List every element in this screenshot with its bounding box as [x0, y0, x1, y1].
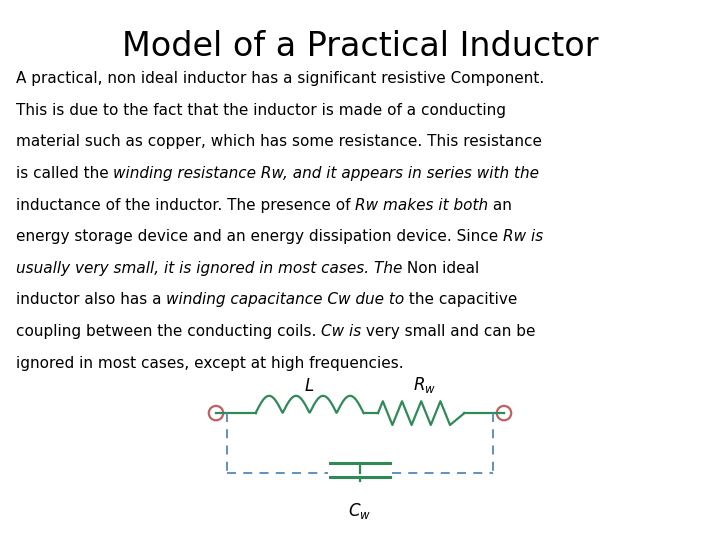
- Text: ignored in most cases, except at high frequencies.: ignored in most cases, except at high fr…: [16, 356, 403, 370]
- Text: coupling between the conducting coils.: coupling between the conducting coils.: [16, 324, 321, 339]
- Text: winding resistance Rw, and it appears in series with the: winding resistance Rw, and it appears in…: [114, 166, 539, 181]
- Text: very small and can be: very small and can be: [361, 324, 536, 339]
- Text: inductor also has a: inductor also has a: [16, 293, 166, 307]
- Text: is called the: is called the: [16, 166, 114, 181]
- Text: material such as copper, which has some resistance. This resistance: material such as copper, which has some …: [16, 134, 542, 150]
- Text: A practical, non ideal inductor has a significant resistive Component.: A practical, non ideal inductor has a si…: [16, 71, 544, 86]
- Text: This is due to the fact that the inductor is made of a conducting: This is due to the fact that the inducto…: [16, 103, 506, 118]
- Text: Rw makes it both: Rw makes it both: [355, 198, 488, 213]
- Text: usually very small, it is ignored in most cases. The: usually very small, it is ignored in mos…: [16, 261, 402, 276]
- Text: an: an: [488, 198, 512, 213]
- Text: Non ideal: Non ideal: [402, 261, 480, 276]
- Text: $C_w$: $C_w$: [348, 501, 372, 521]
- Text: winding capacitance Cw due to: winding capacitance Cw due to: [166, 293, 405, 307]
- Text: $L$: $L$: [305, 377, 315, 395]
- Text: Rw is: Rw is: [503, 230, 543, 244]
- Text: Model of a Practical Inductor: Model of a Practical Inductor: [122, 30, 598, 63]
- Text: energy storage device and an energy dissipation device. Since: energy storage device and an energy diss…: [16, 230, 503, 244]
- Text: $R_w$: $R_w$: [413, 375, 436, 395]
- Text: the capacitive: the capacitive: [405, 293, 518, 307]
- Text: Cw is: Cw is: [321, 324, 361, 339]
- Text: inductance of the inductor. The presence of: inductance of the inductor. The presence…: [16, 198, 355, 213]
